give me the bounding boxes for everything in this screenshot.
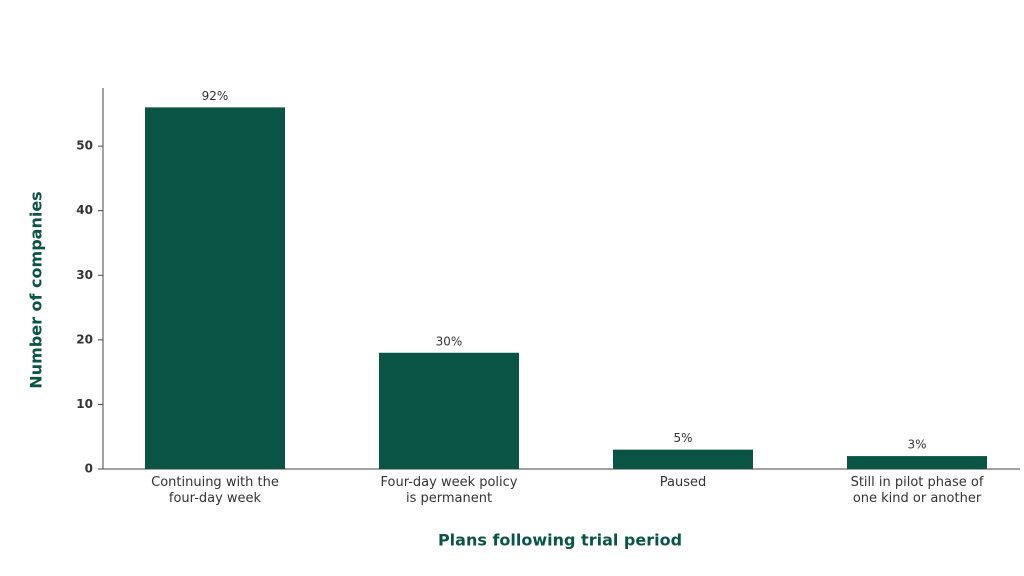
bar [847, 456, 987, 469]
x-tick-label: Paused [660, 475, 706, 490]
y-tick-label: 0 [85, 462, 93, 476]
value-label: 3% [907, 438, 926, 452]
y-tick-label: 30 [76, 268, 93, 282]
y-tick-label: 50 [76, 139, 93, 153]
x-tick-label: Continuing with the four-day week [151, 475, 279, 506]
y-axis-title: Number of companies [27, 191, 46, 388]
x-tick-label: Still in pilot phase of one kind or anoth… [851, 475, 984, 506]
bar [145, 107, 285, 470]
y-tick-label: 40 [76, 203, 93, 217]
bar [613, 449, 753, 469]
x-tick-label-line: four-day week [169, 491, 262, 506]
bar [379, 352, 519, 469]
value-label: 30% [436, 334, 463, 348]
x-tick-label-line: is permanent [406, 491, 492, 506]
x-tick-label-line: Continuing with the [151, 475, 279, 490]
y-tick-label: 20 [76, 332, 93, 346]
x-tick-label-line: Four-day week policy [380, 475, 517, 490]
value-label: 92% [202, 89, 229, 103]
x-axis-title: Plans following trial period [438, 531, 682, 550]
x-tick-label-line: one kind or another [853, 491, 982, 506]
x-tick-label: Four-day week policy is permanent [380, 475, 517, 506]
value-label: 5% [673, 431, 692, 445]
x-tick-label-line: Still in pilot phase of [851, 475, 984, 490]
y-tick-label: 10 [76, 397, 93, 411]
x-tick-label-line: Paused [660, 475, 706, 490]
